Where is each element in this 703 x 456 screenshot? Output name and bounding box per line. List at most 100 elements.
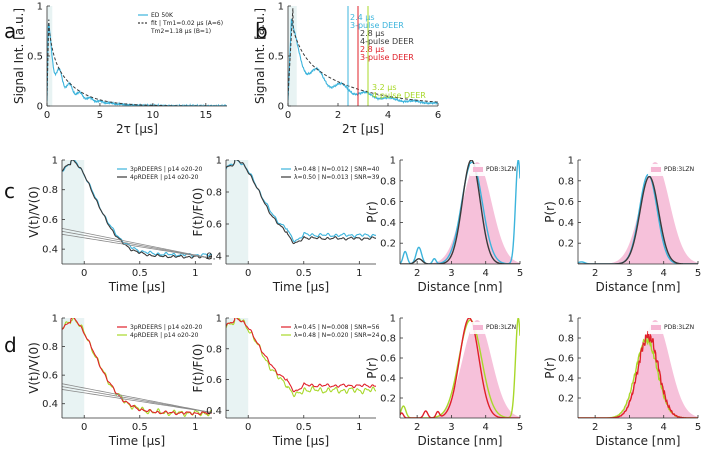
y-tick-label: 0.8 <box>206 188 222 199</box>
series--0-48 <box>226 318 376 398</box>
plot-area <box>62 160 212 264</box>
y-tick-label: 0.6 <box>558 197 574 208</box>
y-axis-label: P(r) <box>365 201 379 223</box>
zero-band <box>62 160 85 264</box>
legend-swatch <box>651 167 661 172</box>
x-tick-label: 0 <box>245 422 251 433</box>
x-tick-label: 4 <box>661 268 667 279</box>
y-tick-label: 1 <box>278 2 284 13</box>
zero-band <box>226 318 249 418</box>
y-tick-label: 0.8 <box>380 334 396 345</box>
y-tick-label: 0.5 <box>27 52 43 63</box>
legend-label: λ=0.48 | N=0.020 | SNR=24 <box>294 332 380 339</box>
y-tick-label: 0.4 <box>558 374 574 385</box>
y-tick-label: 1 <box>216 314 222 325</box>
x-tick-label: 3 <box>448 422 454 433</box>
legend-box <box>114 322 208 342</box>
y-tick-label: 0 <box>278 102 284 113</box>
plot-area <box>226 318 376 418</box>
legend: PDB:3LZN <box>648 164 694 176</box>
y-axis-label: P(r) <box>543 201 557 223</box>
x-tick-label: 2 <box>592 422 598 433</box>
marker-label: 2.4 μs <box>350 13 375 22</box>
y-tick-label: 1 <box>52 156 58 167</box>
legend-label: Tm2=1.18 μs (B=1) <box>150 28 211 35</box>
legend-label: λ=0.48 | N=0.012 | SNR=40 <box>294 166 380 173</box>
x-axis-label: Time [μs] <box>108 280 165 294</box>
y-tick-label: 1 <box>52 314 58 325</box>
legend-box <box>278 164 372 184</box>
panel-label-c: c <box>4 179 15 203</box>
x-tick-label: 0 <box>81 422 87 433</box>
series-3prdeers-p-r- <box>578 330 698 418</box>
y-tick-label: 0.4 <box>558 218 574 229</box>
chart-d1: 0 0.5 1 0.4 0.6 0.8 1 Time [μs] V(t)/V(0) 3pRDEER… <box>27 314 212 448</box>
series-4prdeer-p-r- <box>400 160 520 264</box>
legend-label: PDB:3LZN <box>486 324 516 331</box>
panel-label-b: b <box>255 19 268 43</box>
plot-area <box>288 6 438 106</box>
x-tick-label: 0 <box>44 110 50 121</box>
x-tick-label: 1 <box>192 422 198 433</box>
x-tick-label: 0.5 <box>132 422 148 433</box>
x-tick-label: 1 <box>356 268 362 279</box>
y-tick-label: 0.8 <box>558 176 574 187</box>
plot-area <box>62 318 212 418</box>
x-tick-label: 1 <box>192 268 198 279</box>
x-axis-label: Distance [nm] <box>418 434 503 448</box>
x-tick-label: 10 <box>147 110 160 121</box>
legend-label: fit | Tm1=0.02 μs (A=6) <box>151 20 223 27</box>
x-axis-label: 2τ [μs] <box>342 122 384 136</box>
x-tick-label: 3 <box>448 268 454 279</box>
y-tick-label: 1 <box>216 156 222 167</box>
x-tick-label: 2 <box>592 268 598 279</box>
series-4prdeer-p-r- <box>578 175 698 264</box>
x-tick-label: 4 <box>661 422 667 433</box>
y-tick-label: 0.2 <box>380 394 396 405</box>
series--0-50 <box>226 160 376 245</box>
series-pdb-area <box>400 162 520 264</box>
y-tick-label: 0.2 <box>558 239 574 250</box>
y-tick-label: 0.4 <box>206 406 222 417</box>
series-background <box>62 227 212 259</box>
legend-swatch <box>651 325 661 330</box>
y-axis-label: V(t)/V(0) <box>27 342 41 394</box>
chart-d2: 0 0.5 1 0.4 0.6 0.8 1 Time [μs] F(t)/F(0) λ=0.45 … <box>191 314 380 449</box>
x-tick-label: 4 <box>483 268 489 279</box>
legend-label: PDB:3LZN <box>664 324 694 331</box>
marker-label: 2.8 μs <box>360 45 385 54</box>
marker-label: 4-pulse DEER <box>360 37 414 46</box>
zero-band <box>62 318 85 418</box>
y-tick-label: 0.2 <box>558 394 574 405</box>
marker-label: 2.8 μs <box>360 29 385 38</box>
series-fit <box>288 8 438 103</box>
legend: λ=0.48 | N=0.012 | SNR=40λ=0.50 | N=0.01… <box>278 164 380 184</box>
plot-area <box>400 160 520 264</box>
marker-label: 3-pulse DEER <box>360 53 414 62</box>
y-tick-label: 0.6 <box>42 215 58 226</box>
y-tick-label: 0.8 <box>42 185 58 196</box>
x-tick-label: 2 <box>335 110 341 121</box>
series-background <box>62 389 212 413</box>
x-tick-label: 0.5 <box>132 268 148 279</box>
x-axis-label: Time [μs] <box>108 434 165 448</box>
zero-band <box>226 160 249 264</box>
x-tick-label: 0 <box>245 268 251 279</box>
x-tick-label: 0.5 <box>296 268 312 279</box>
x-tick-label: 5 <box>517 268 523 279</box>
zero-band <box>288 6 297 106</box>
x-tick-label: 0 <box>285 110 291 121</box>
x-tick-label: 0.5 <box>296 422 312 433</box>
y-tick-label: 0.6 <box>380 197 396 208</box>
legend-label: 3pRDEERS | p14 o20-20 <box>130 166 202 173</box>
legend-swatch <box>473 167 483 172</box>
series-background <box>62 383 212 414</box>
x-tick-label: 2 <box>414 422 420 433</box>
x-tick-label: 3 <box>626 268 632 279</box>
series-pdb-area <box>400 320 520 418</box>
x-tick-label: 5 <box>695 268 701 279</box>
series-background <box>62 230 212 259</box>
